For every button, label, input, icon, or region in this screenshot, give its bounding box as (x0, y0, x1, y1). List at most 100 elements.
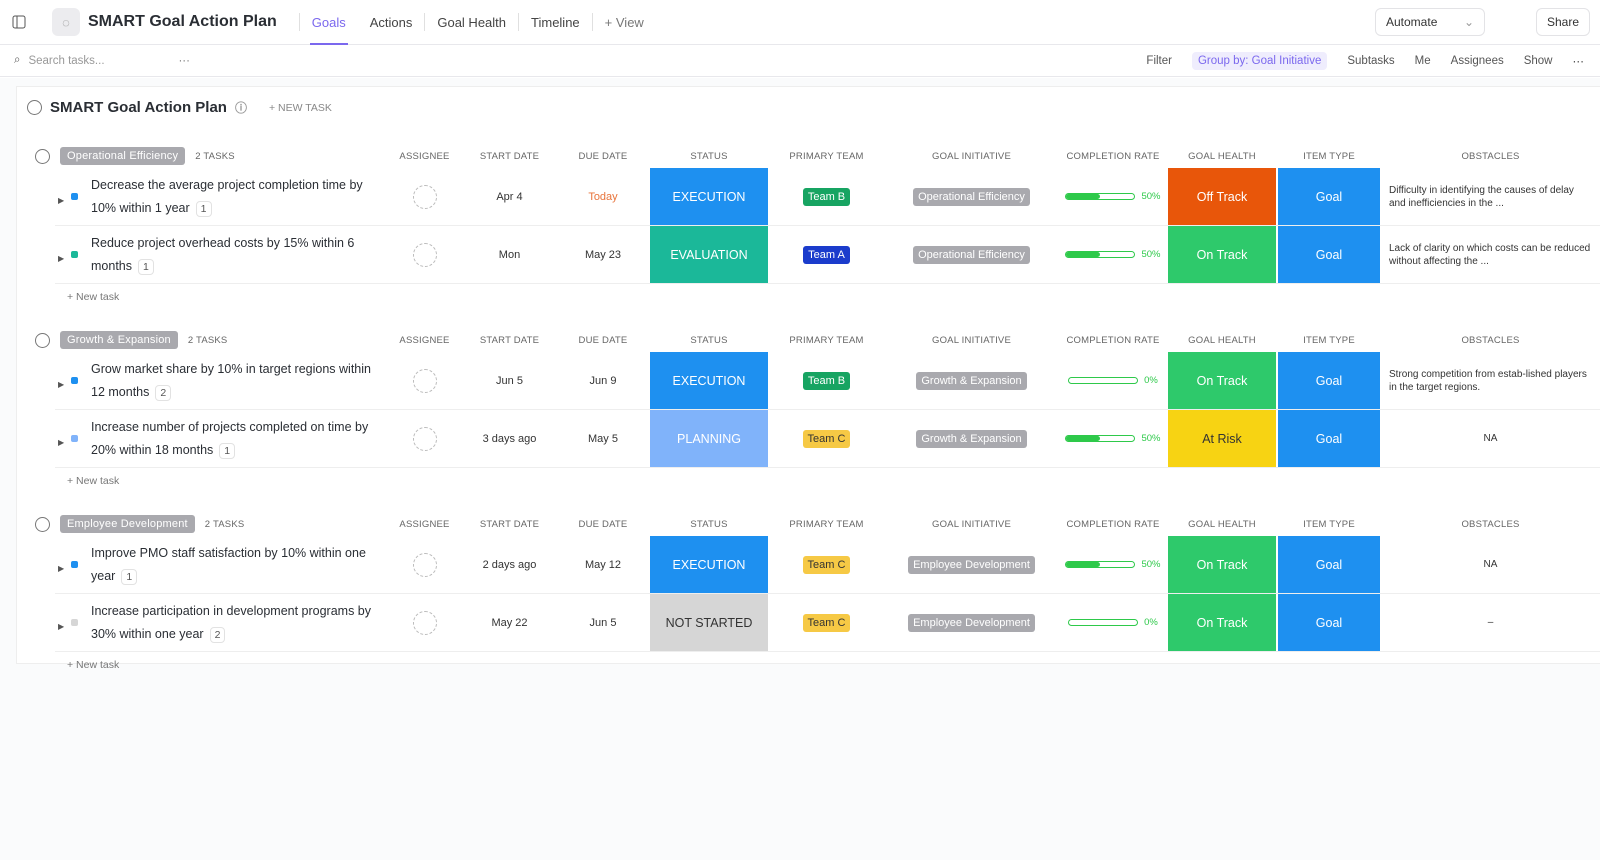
search-input[interactable]: Search tasks... (28, 54, 105, 67)
health-cell[interactable]: Off Track (1168, 168, 1276, 225)
task-row[interactable]: ▶ Increase participation in development p… (55, 594, 1600, 652)
task-row[interactable]: ▶ Grow market share by 10% in target regi… (55, 352, 1600, 410)
add-task-button[interactable]: + New task (67, 659, 120, 671)
assignee-avatar[interactable] (412, 368, 437, 393)
obstacles-cell: Lack of clarity on which costs can be re… (1389, 242, 1591, 267)
collapse[interactable] (35, 148, 50, 164)
header-title: SMART Goal Action Plan (88, 13, 277, 30)
assignee-avatar[interactable] (412, 426, 437, 451)
progress-fill (1066, 436, 1101, 441)
task-name[interactable]: Increase number of projects completed on… (91, 419, 369, 457)
tab[interactable]: Timeline (531, 14, 580, 30)
expand-caret[interactable]: ▶ (58, 564, 65, 573)
assignee-avatar[interactable] (412, 184, 437, 209)
progress-label: 50% (1141, 559, 1161, 570)
expand-caret[interactable]: ▶ (58, 438, 65, 447)
filter-button[interactable]: Filter (1146, 55, 1172, 67)
sidebar-toggle[interactable] (12, 15, 26, 29)
expand-caret[interactable]: ▶ (58, 622, 65, 631)
task-name[interactable]: Improve PMO staff satisfaction by 10% wi… (91, 545, 366, 583)
team-cell: Team C (769, 536, 884, 593)
due-date: Today (588, 190, 618, 203)
list-panel: SMART Goal Action Plan ⓘ + NEW TASK Oper… (16, 86, 1600, 671)
due-date: May 23 (584, 248, 622, 261)
task-name[interactable]: Grow market share by 10% in target regio… (91, 361, 371, 399)
team-pill: Team C (802, 613, 851, 632)
status-cell[interactable]: EXECUTION (650, 168, 768, 225)
more[interactable]: ··· (178, 54, 190, 67)
column-header: OBSTACLES (1461, 334, 1520, 346)
item-type-cell[interactable]: Goal (1278, 352, 1380, 409)
group-title: Growth & Expansion 2 TASKS (35, 331, 387, 349)
initiative-pill: Growth & Expansion (916, 429, 1027, 448)
assignee-cell (387, 594, 462, 651)
start-date: 2 days ago (482, 558, 537, 571)
initiative-pill: Growth & Expansion (916, 371, 1027, 390)
automate-button[interactable]: Automate ⌄ (1375, 8, 1485, 36)
add-task-button[interactable]: + New task (67, 475, 120, 487)
new-task-button[interactable]: + NEW TASK (268, 101, 332, 114)
progress-track (1065, 435, 1136, 442)
share-button[interactable]: Share (1535, 8, 1590, 36)
task-name[interactable]: Decrease the average project completion … (91, 177, 363, 215)
due-date: May 12 (584, 558, 622, 571)
task-name-cell: ▶ Reduce project overhead costs by 15% wi… (55, 226, 387, 283)
health-cell[interactable]: On Track (1168, 594, 1276, 651)
status-cell[interactable]: EXECUTION (650, 352, 768, 409)
item-type-cell[interactable]: Goal (1278, 226, 1380, 283)
task-count: 2 TASKS (204, 518, 245, 530)
tab[interactable]: Goal Health (437, 14, 507, 30)
list-icon: ◌ (52, 8, 80, 36)
group-by-button[interactable]: Group by: Goal Initiative (1191, 52, 1328, 70)
task-row[interactable]: ▶ Reduce project overhead costs by 15% wi… (55, 226, 1600, 284)
collapse[interactable] (27, 100, 42, 115)
status-cell[interactable]: PLANNING (650, 410, 768, 467)
item-type-cell[interactable]: Goal (1278, 410, 1380, 467)
health-cell[interactable]: At Risk (1168, 410, 1276, 467)
item-type-cell[interactable]: Goal (1278, 536, 1380, 593)
status-cell[interactable]: EVALUATION (650, 226, 768, 283)
progress-fill (1066, 194, 1101, 199)
obstacles-cell: – (1487, 617, 1494, 628)
task-name-wrap: Reduce project overhead costs by 15% wit… (91, 232, 371, 278)
task-row[interactable]: ▶ Increase number of projects completed o… (55, 410, 1600, 468)
status-cell[interactable]: NOT STARTED (650, 594, 768, 651)
more[interactable]: ⋯ (1572, 56, 1585, 68)
item-type-cell[interactable]: Goal (1278, 594, 1380, 651)
column-header: STATUS (690, 150, 728, 162)
expand-caret[interactable]: ▶ (58, 196, 65, 205)
show-button[interactable]: Show (1523, 55, 1553, 67)
item-type-cell[interactable]: Goal (1278, 168, 1380, 225)
task-row[interactable]: ▶ Improve PMO staff satisfaction by 10% w… (55, 536, 1600, 594)
team-pill: Team B (802, 371, 851, 390)
task-name[interactable]: Increase participation in development pr… (91, 603, 372, 641)
expand-caret[interactable]: ▶ (58, 380, 65, 389)
column-header: STATUS (690, 518, 728, 530)
expand-caret[interactable]: ▶ (58, 254, 65, 263)
tab[interactable]: Actions (369, 14, 413, 30)
health-cell[interactable]: On Track (1168, 352, 1276, 409)
add-task-button[interactable]: + New task (67, 291, 120, 303)
collapse[interactable] (35, 332, 50, 348)
health-cell[interactable]: On Track (1168, 536, 1276, 593)
subtasks-button[interactable]: Subtasks (1347, 55, 1395, 67)
tab[interactable]: Goals (300, 0, 358, 45)
status-cell[interactable]: EXECUTION (650, 536, 768, 593)
completion-cell: 0% (1059, 594, 1167, 651)
search-icon: ⌕ (14, 54, 21, 66)
assignees-button[interactable]: Assignees (1450, 55, 1504, 67)
me-button[interactable]: Me (1414, 55, 1431, 67)
assignee-avatar[interactable] (412, 552, 437, 577)
tab[interactable]: + View (604, 14, 644, 30)
task-name[interactable]: Reduce project overhead costs by 15% wit… (91, 235, 355, 273)
status-dot (71, 377, 78, 384)
collapse[interactable] (35, 516, 50, 532)
task-row[interactable]: ▶ Decrease the average project completion… (55, 168, 1600, 226)
task-count: 2 TASKS (187, 334, 228, 346)
assignee-avatar[interactable] (412, 242, 437, 267)
assignee-avatar[interactable] (412, 610, 437, 635)
group-label: Operational Efficiency (60, 147, 186, 165)
health-cell[interactable]: On Track (1168, 226, 1276, 283)
progress-fill (1066, 562, 1101, 567)
